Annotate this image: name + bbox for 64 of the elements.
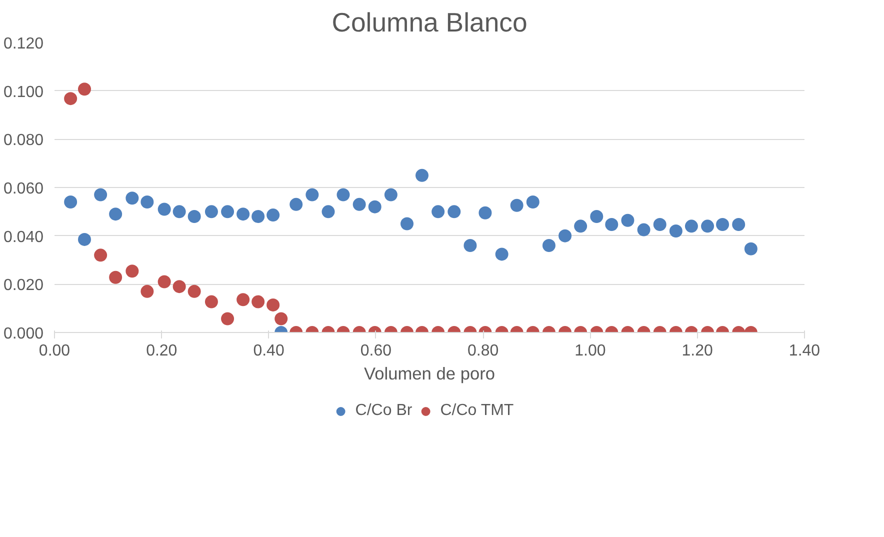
y-tick-label: 0.000 (3, 326, 44, 342)
x-tick-label: 1.40 (788, 342, 820, 360)
x-tick-label: 0.20 (146, 342, 178, 360)
point (109, 208, 122, 221)
point (94, 188, 108, 202)
point (590, 210, 604, 223)
point (188, 210, 201, 223)
x-tick-label: 0.00 (38, 342, 70, 360)
point (290, 198, 303, 211)
point (432, 205, 445, 218)
legend-label: C/Co TMT (440, 402, 514, 420)
point (384, 188, 398, 202)
point (716, 218, 730, 231)
y-tick-label: 0.060 (3, 180, 44, 198)
point (158, 202, 171, 216)
point (478, 206, 492, 220)
y-tick-label: 0.080 (3, 132, 44, 150)
y-tick-label: 0.120 (3, 36, 44, 52)
point (322, 205, 335, 218)
point (416, 168, 428, 182)
point (368, 200, 382, 214)
point (744, 242, 758, 256)
legend-label: C/Co Br (355, 402, 412, 420)
point (172, 205, 186, 218)
point (732, 218, 746, 231)
point (140, 196, 154, 208)
point (336, 188, 350, 202)
x-tick-label: 1.20 (682, 342, 714, 360)
y-tick-label: 0.020 (3, 277, 44, 294)
x-tick-label: 0.80 (468, 342, 499, 360)
point (221, 205, 234, 218)
point (236, 208, 250, 221)
point (605, 218, 618, 231)
x-axis-title: Volumen de poro (364, 364, 496, 384)
point (204, 205, 218, 218)
point (495, 248, 508, 261)
point (252, 210, 265, 223)
point (558, 229, 572, 242)
point (266, 208, 280, 222)
point (621, 214, 634, 227)
x-tick-label: 0.60 (360, 342, 392, 360)
point (637, 223, 650, 236)
point (684, 220, 698, 233)
chart-title: Columna Blanco (332, 8, 528, 38)
point (526, 196, 540, 208)
x-tick-label: 1.00 (574, 342, 606, 360)
point (400, 217, 414, 230)
point (701, 220, 714, 233)
point (510, 198, 524, 212)
point (542, 239, 556, 252)
point (352, 198, 366, 211)
point (464, 239, 477, 252)
point (64, 196, 78, 208)
point (574, 220, 588, 233)
point (78, 232, 91, 246)
point (94, 248, 108, 262)
point (306, 188, 319, 202)
point (126, 192, 139, 205)
y-tick-label: 0.040 (3, 228, 44, 246)
y-tick-label: 0.100 (3, 84, 44, 101)
point (653, 218, 666, 231)
x-tick-label: 0.40 (253, 342, 284, 360)
point (669, 224, 682, 238)
point (448, 205, 461, 218)
